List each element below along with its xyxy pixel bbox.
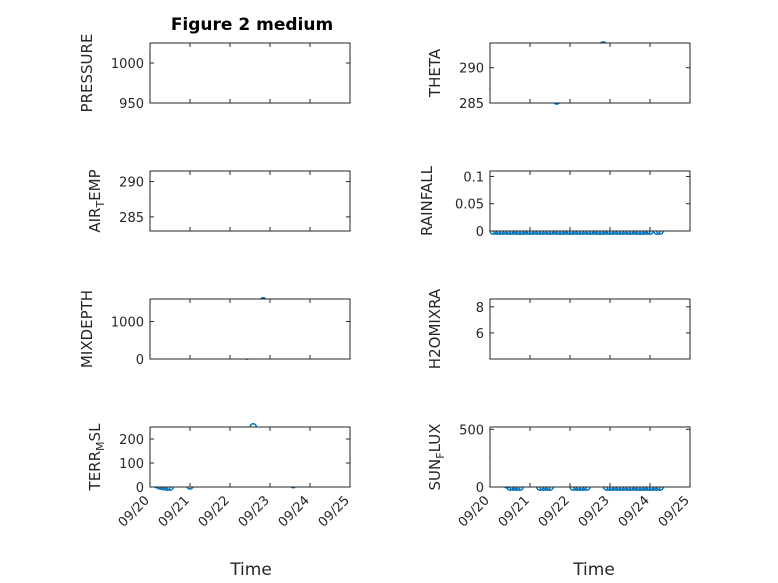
subplot-3: 285 290 AIRTEMP bbox=[86, 169, 351, 233]
y-axis-label: PRESSURE bbox=[78, 34, 96, 113]
subplot-8: 0 500 09/20 09/21 09/22 09/23 09/24 09/25 SUNFLU… bbox=[426, 423, 693, 530]
axes-box bbox=[489, 170, 691, 232]
y-tick-label: 0.05 bbox=[455, 198, 484, 213]
y-axis-label: THETA bbox=[426, 48, 444, 98]
x-tick-label: 09/21 bbox=[156, 493, 193, 530]
y-tick-label: 1000 bbox=[111, 57, 144, 72]
y-tick-label: 290 bbox=[459, 62, 484, 77]
x-tick-label: 09/22 bbox=[536, 493, 573, 530]
y-axis-label: SUNFLUX bbox=[426, 424, 447, 491]
axes-box bbox=[149, 42, 351, 104]
x-tick-label: 09/23 bbox=[576, 493, 613, 530]
x-tick-label: 09/24 bbox=[616, 493, 653, 530]
y-tick-label: 0.1 bbox=[463, 170, 484, 185]
y-axis-label: H2OMIXRA bbox=[426, 288, 444, 369]
subplot-6: 6 8 H2OMIXRA bbox=[426, 288, 691, 369]
subplot-7: 0 100 200 09/20 09/21 09/22 09/23 09/24 09/25 TER… bbox=[86, 423, 353, 530]
x-tick-label: 09/23 bbox=[236, 493, 273, 530]
x-axis-label-left: Time bbox=[229, 560, 272, 580]
axes-box bbox=[489, 42, 691, 104]
subplot-5: 0 1000 MIXDEPTH bbox=[78, 290, 351, 368]
y-axis-label: AIRTEMP bbox=[86, 169, 107, 232]
x-axis-label-right: Time bbox=[572, 560, 615, 580]
axes-box bbox=[489, 298, 691, 360]
x-tick-label: 09/21 bbox=[496, 493, 533, 530]
y-tick-label: 1000 bbox=[111, 316, 144, 331]
y-tick-label: 8 bbox=[476, 301, 484, 316]
x-tick-label: 09/25 bbox=[316, 493, 353, 530]
x-tick-label: 09/22 bbox=[196, 493, 233, 530]
y-tick-label: 100 bbox=[119, 457, 144, 472]
subplot-1: 950 1000 PRESSURE bbox=[78, 34, 351, 113]
y-tick-label: 285 bbox=[459, 97, 484, 112]
x-tick-label: 09/24 bbox=[276, 493, 313, 530]
x-tick-label: 09/25 bbox=[656, 493, 693, 530]
x-tick-label: 09/20 bbox=[456, 493, 493, 530]
axes-box bbox=[149, 298, 351, 360]
y-tick-label: 200 bbox=[119, 433, 144, 448]
axes-box bbox=[489, 426, 691, 488]
y-tick-label: 0 bbox=[136, 481, 144, 496]
y-tick-label: 0 bbox=[136, 353, 144, 368]
figure-title: Figure 2 medium bbox=[171, 15, 333, 35]
axes-box bbox=[149, 170, 351, 232]
y-tick-label: 6 bbox=[476, 327, 484, 342]
y-tick-label: 950 bbox=[119, 97, 144, 112]
subplot-2: 285 290 THETA bbox=[426, 41, 691, 112]
x-tick-label: 09/20 bbox=[116, 493, 153, 530]
y-axis-label: MIXDEPTH bbox=[78, 290, 96, 368]
y-axis-label: RAINFALL bbox=[418, 165, 436, 236]
y-axis-label: TERRMSL bbox=[86, 423, 107, 492]
y-tick-label: 290 bbox=[119, 176, 144, 191]
y-tick-label: 500 bbox=[459, 423, 484, 438]
axes-box bbox=[149, 426, 351, 488]
y-tick-label: 0 bbox=[476, 481, 484, 496]
y-tick-label: 285 bbox=[119, 211, 144, 226]
subplot-4: 0 0.05 0.1 RAINFALL bbox=[418, 165, 691, 240]
y-tick-label: 0 bbox=[476, 225, 484, 240]
